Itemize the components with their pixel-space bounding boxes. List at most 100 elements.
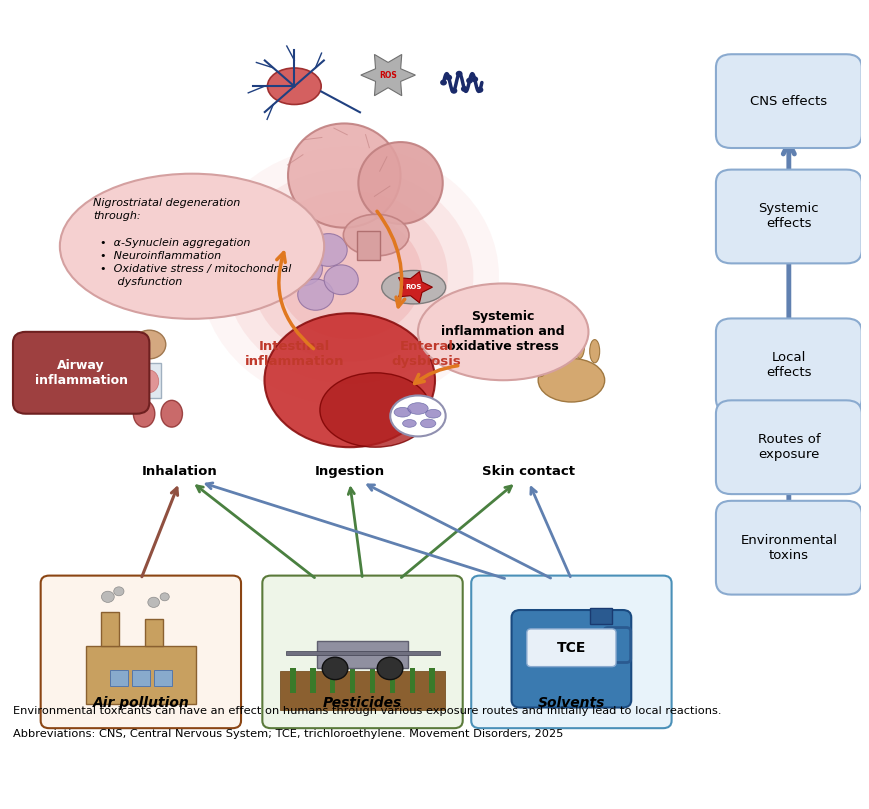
Bar	[409, 668, 415, 693]
Circle shape	[445, 74, 452, 81]
Bar	[144, 619, 163, 646]
FancyBboxPatch shape	[715, 501, 860, 595]
Ellipse shape	[589, 340, 599, 362]
Circle shape	[461, 86, 468, 92]
Text: Environmental toxicants can have an effect on humans through various exposure ro: Environmental toxicants can have an effe…	[13, 706, 720, 717]
FancyBboxPatch shape	[13, 332, 149, 413]
Circle shape	[476, 87, 483, 93]
Ellipse shape	[559, 326, 568, 358]
Bar	[154, 670, 172, 686]
Circle shape	[471, 76, 478, 83]
Bar	[589, 608, 611, 625]
Bar	[131, 670, 149, 686]
Circle shape	[440, 79, 447, 86]
Text: Air pollution: Air pollution	[92, 696, 189, 709]
Text: Skin contact: Skin contact	[481, 464, 574, 477]
Ellipse shape	[264, 313, 434, 447]
Ellipse shape	[420, 419, 435, 428]
Circle shape	[309, 234, 347, 266]
Text: Pesticides: Pesticides	[322, 696, 401, 709]
Ellipse shape	[140, 370, 158, 392]
Ellipse shape	[425, 409, 441, 418]
Text: Systemic
effects: Systemic effects	[758, 202, 819, 231]
Circle shape	[226, 168, 473, 384]
Ellipse shape	[538, 358, 604, 402]
Circle shape	[377, 657, 402, 680]
Circle shape	[283, 252, 322, 286]
Ellipse shape	[402, 420, 415, 427]
Bar	[101, 612, 119, 646]
Text: ROS: ROS	[405, 284, 421, 290]
Ellipse shape	[133, 400, 155, 427]
Text: Nigrostriatal degeneration
through:

  •  α-Synuclein aggregation
  •  Neuroinfl: Nigrostriatal degeneration through: • α-…	[93, 198, 291, 287]
Bar	[289, 668, 295, 693]
FancyBboxPatch shape	[262, 576, 462, 728]
Polygon shape	[398, 272, 432, 303]
Ellipse shape	[320, 373, 430, 447]
Bar	[329, 668, 335, 693]
Bar	[86, 646, 196, 704]
Ellipse shape	[267, 68, 321, 104]
Circle shape	[251, 190, 448, 362]
Circle shape	[297, 279, 333, 311]
Circle shape	[200, 146, 499, 406]
Ellipse shape	[574, 329, 584, 358]
FancyBboxPatch shape	[471, 576, 671, 728]
Text: Routes of
exposure: Routes of exposure	[757, 433, 819, 461]
Circle shape	[133, 330, 166, 359]
Ellipse shape	[60, 174, 324, 319]
Text: Systemic
inflammation and
oxidative stress: Systemic inflammation and oxidative stre…	[441, 311, 564, 354]
Bar	[369, 668, 375, 693]
Text: Environmental
toxins: Environmental toxins	[740, 534, 836, 561]
Text: CNS effects: CNS effects	[749, 95, 826, 108]
Ellipse shape	[343, 214, 408, 256]
Ellipse shape	[381, 270, 445, 304]
Circle shape	[450, 87, 457, 94]
Ellipse shape	[394, 408, 411, 417]
Ellipse shape	[417, 283, 587, 380]
Ellipse shape	[390, 396, 445, 436]
Bar	[316, 641, 408, 668]
Bar	[285, 650, 439, 654]
Text: Solvents: Solvents	[537, 696, 605, 709]
Bar	[349, 668, 355, 693]
Text: Enteral
dysbiosis: Enteral dysbiosis	[391, 340, 461, 368]
Circle shape	[160, 593, 169, 601]
Text: Airway
inflammation: Airway inflammation	[35, 358, 128, 387]
Ellipse shape	[161, 400, 182, 427]
Circle shape	[322, 657, 348, 680]
Bar	[429, 668, 434, 693]
Circle shape	[148, 597, 159, 608]
FancyBboxPatch shape	[511, 610, 631, 708]
Circle shape	[102, 591, 114, 603]
Text: Intestinal
inflammation: Intestinal inflammation	[244, 340, 343, 368]
Text: Ingestion: Ingestion	[315, 464, 384, 477]
Bar	[280, 671, 445, 709]
FancyBboxPatch shape	[715, 54, 860, 148]
FancyBboxPatch shape	[715, 170, 860, 264]
Polygon shape	[361, 54, 415, 95]
FancyBboxPatch shape	[715, 400, 860, 494]
Circle shape	[455, 70, 462, 77]
Bar	[357, 231, 380, 260]
Text: TCE: TCE	[556, 641, 586, 654]
Circle shape	[324, 265, 358, 294]
Ellipse shape	[544, 333, 554, 360]
Ellipse shape	[408, 403, 428, 414]
Circle shape	[277, 213, 421, 339]
Bar	[137, 363, 161, 398]
FancyBboxPatch shape	[527, 629, 615, 667]
Text: ROS: ROS	[379, 70, 396, 79]
Circle shape	[466, 78, 473, 83]
Bar	[389, 668, 395, 693]
FancyBboxPatch shape	[715, 319, 860, 413]
Circle shape	[114, 587, 124, 595]
Bar	[309, 668, 315, 693]
FancyBboxPatch shape	[41, 576, 241, 728]
Text: Inhalation: Inhalation	[141, 464, 217, 477]
Ellipse shape	[526, 355, 544, 377]
Text: Local
effects: Local effects	[766, 351, 811, 379]
Ellipse shape	[358, 142, 442, 224]
Ellipse shape	[288, 124, 400, 227]
Bar	[109, 670, 128, 686]
